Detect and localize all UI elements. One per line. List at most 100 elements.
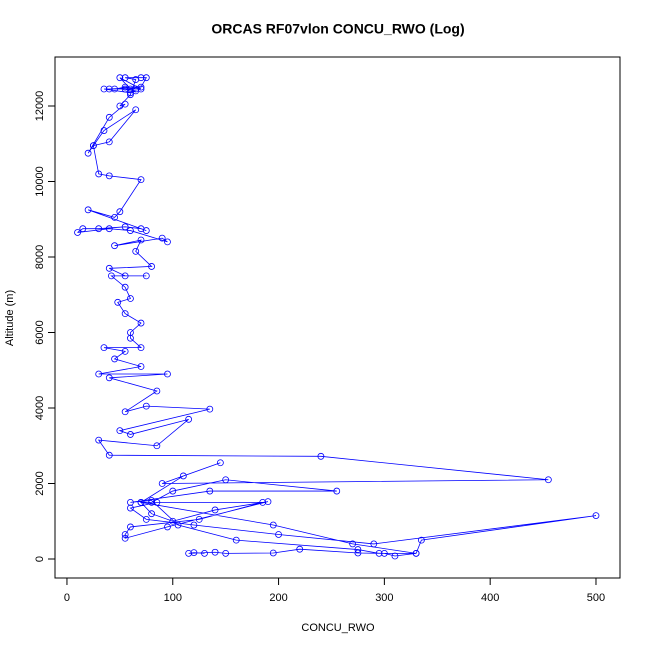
data-point (269, 549, 277, 557)
data-point (232, 536, 240, 544)
x-tick-label: 400 (481, 592, 499, 604)
data-point (127, 523, 134, 531)
data-point (206, 405, 214, 413)
data-point (132, 247, 140, 255)
data-point (206, 487, 214, 495)
data-point (142, 227, 150, 234)
data-point (349, 540, 357, 548)
data-point (105, 264, 113, 272)
data-point (216, 459, 224, 467)
data-point (90, 142, 97, 150)
data-point (121, 83, 129, 91)
data-point (391, 552, 399, 560)
y-tick-label: 12000 (34, 91, 46, 122)
data-point (137, 344, 145, 352)
data-point (95, 436, 103, 444)
data-point (114, 298, 122, 306)
data-point (127, 498, 134, 506)
data-line (77, 77, 597, 557)
data-point (148, 263, 156, 270)
x-tick-label: 100 (164, 592, 182, 604)
data-point (174, 521, 182, 529)
data-point (148, 498, 156, 506)
plot-frame (54, 56, 621, 579)
data-point (132, 85, 140, 93)
data-point (116, 427, 124, 435)
data-point (158, 480, 166, 487)
data-point (121, 531, 129, 538)
data-point (105, 451, 113, 459)
data-point (169, 487, 177, 495)
data-point (105, 225, 113, 233)
data-point (111, 213, 118, 221)
data-point (222, 549, 230, 557)
data-point (370, 540, 378, 548)
data-point (79, 225, 87, 233)
data-point (201, 549, 208, 557)
data-point (153, 387, 161, 395)
data-point (100, 344, 108, 352)
data-point (317, 452, 325, 460)
data-point (105, 374, 113, 382)
data-point (116, 74, 124, 82)
data-point (222, 476, 230, 484)
data-point (275, 531, 282, 538)
data-point (137, 319, 145, 327)
data-point (116, 208, 124, 216)
data-point (333, 487, 341, 495)
data-point (164, 370, 171, 378)
data-point (111, 85, 118, 93)
data-point (74, 229, 81, 236)
data-point (264, 498, 272, 506)
x-tick-label: 200 (269, 592, 287, 604)
data-point (211, 506, 219, 514)
data-point (354, 549, 362, 557)
data-point (132, 106, 140, 114)
data-point (127, 295, 134, 302)
data-point (412, 549, 420, 557)
y-axis-label: Altitude (m) (4, 290, 16, 346)
data-point (375, 549, 383, 557)
data-point (153, 442, 161, 450)
data-point (544, 476, 552, 484)
x-tick-label: 500 (587, 592, 605, 604)
data-point (148, 497, 156, 504)
data-point (84, 206, 92, 214)
data-point (592, 512, 600, 519)
data-point (164, 523, 171, 531)
data-point (142, 515, 150, 523)
data-point (121, 408, 129, 416)
data-point (137, 236, 145, 244)
data-point (105, 85, 113, 93)
data-point (137, 363, 145, 370)
y-tick-label: 8000 (34, 245, 46, 269)
y-tick-label: 2000 (34, 471, 46, 495)
data-point (137, 498, 145, 506)
data-point (179, 472, 187, 480)
data-point (127, 329, 134, 336)
data-point (185, 549, 193, 557)
data-point (211, 548, 219, 556)
data-point (105, 172, 113, 180)
data-point (105, 138, 113, 146)
data-point (142, 402, 150, 410)
data-point (127, 227, 134, 234)
data-point (148, 510, 156, 518)
data-point (95, 170, 103, 178)
data-point (418, 536, 425, 544)
data-point (137, 176, 145, 184)
data-point (121, 85, 129, 93)
data-point (380, 549, 388, 557)
y-tick-label: 4000 (34, 396, 46, 420)
data-point (195, 515, 203, 523)
data-point (137, 74, 145, 82)
data-point (190, 549, 198, 556)
data-point (190, 521, 198, 529)
data-point (142, 272, 150, 280)
data-point (121, 310, 129, 318)
data-point (164, 238, 171, 246)
data-point (111, 242, 118, 250)
data-point (121, 534, 129, 542)
data-point (107, 272, 115, 280)
